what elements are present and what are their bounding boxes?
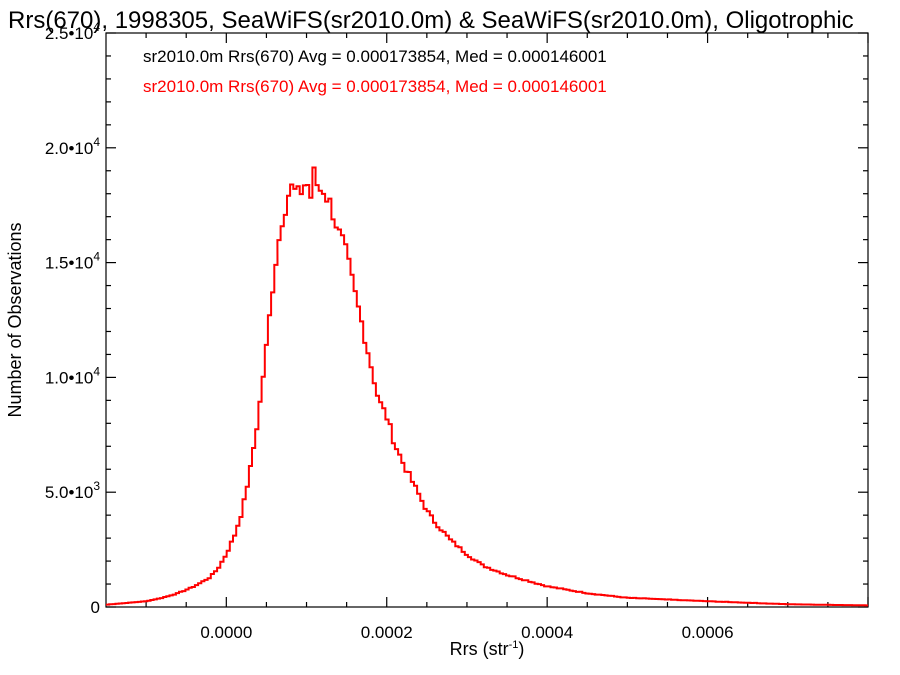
y-tick-label: 2.0•104 [45,135,101,158]
y-tick-label-mantissa: 2.5•10 [45,24,94,43]
axis-tick-labels: 0.0000 0.0002 0.0004 0.000605.0•1031.0•1041… [45,20,734,642]
chart-title: Rrs(670), 1998305, SeaWiFS(sr2010.0m) & … [8,7,854,34]
legend-entry-black: sr2010.0m Rrs(670) Avg = 0.000173854, Me… [143,47,607,66]
y-tick-label-exponent: 4 [93,250,100,264]
x-axis-label: Rrs (str-1) [450,639,525,659]
y-tick-label-exponent: 4 [93,135,100,149]
plot-frame [105,32,869,608]
y-tick-label: 1.0•104 [45,364,101,387]
x-axis-label-superscript: -1 [509,639,519,651]
y-tick-label: 0 [91,598,100,617]
x-axis-label-base: Rrs (str [450,639,509,659]
y-tick-label: 2.5•104 [45,20,101,43]
x-tick-label: 0.0004 [521,623,573,642]
y-tick-label-exponent: 4 [93,364,100,378]
y-tick-label-mantissa: 0 [91,598,100,617]
y-tick-label-exponent: 4 [93,20,100,34]
legend-entry-red: sr2010.0m Rrs(670) Avg = 0.000173854, Me… [143,77,607,96]
y-tick-label: 5.0•103 [45,479,101,502]
y-tick-label-mantissa: 5.0•10 [45,483,94,502]
y-tick-label-mantissa: 1.0•10 [45,368,94,387]
y-tick-label: 1.5•104 [45,250,101,273]
y-axis-label: Number of Observations [5,222,25,417]
axis-ticks [106,32,869,608]
x-tick-label: 0.0002 [361,623,413,642]
histogram-series-line [106,166,868,607]
x-tick-label: 0.0006 [682,623,734,642]
y-tick-label-mantissa: 2.0•10 [45,139,94,158]
y-tick-label-exponent: 3 [93,479,100,493]
x-tick-label: 0.0000 [200,623,252,642]
x-axis-label-close: ) [518,639,524,659]
y-tick-label-mantissa: 1.5•10 [45,254,94,273]
